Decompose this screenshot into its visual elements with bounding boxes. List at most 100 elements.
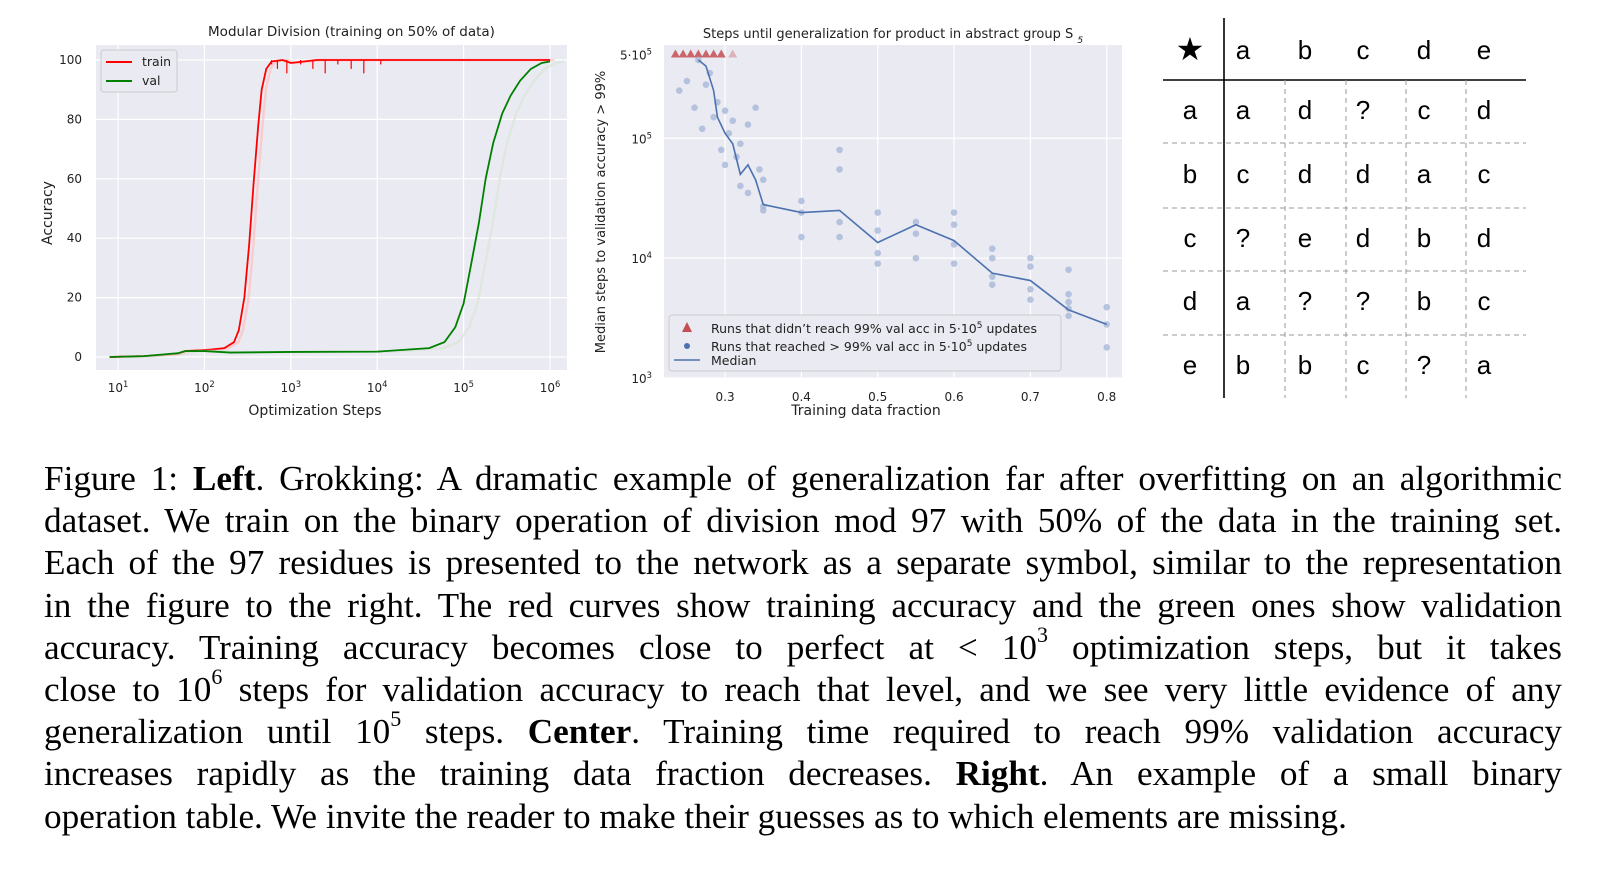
center-x-tick-label: 0.4	[792, 390, 811, 404]
center-triangle-marker	[709, 49, 719, 58]
center-dot-marker	[698, 125, 706, 133]
center-dot-marker	[1065, 266, 1072, 274]
caption-line-1: Figure 1: Left. Grokking: A dramatic exa…	[44, 458, 1562, 500]
left-chart-title: Modular Division (training on 50% of dat…	[208, 24, 495, 40]
left-plot-area	[96, 45, 567, 370]
center-dot-marker	[912, 230, 920, 237]
center-y-tick-label: 105	[631, 130, 652, 146]
table-cell: b	[1417, 223, 1431, 253]
center-triangle-marker	[728, 49, 738, 58]
center-x-tick-label: 0.8	[1097, 390, 1116, 404]
left-legend-label-train: train	[142, 54, 171, 69]
table-row-header: a	[1183, 95, 1198, 125]
table-column-header: b	[1298, 35, 1312, 65]
figure-caption: Figure 1: Left. Grokking: A dramatic exa…	[44, 458, 1562, 838]
table-cell: d	[1477, 95, 1491, 125]
center-dot-marker	[988, 245, 996, 252]
center-dot-marker	[702, 81, 710, 88]
caption-center-text: . Training time required to reach 99% va…	[631, 712, 1563, 752]
table-cell: a	[1236, 286, 1251, 316]
left-x-axis-label: Optimization Steps	[248, 403, 381, 419]
center-dot-marker	[912, 254, 920, 262]
caption-line-5-sup: 3	[1036, 622, 1048, 648]
center-dot-marker	[836, 218, 843, 226]
caption-line-6-b: steps for validation accuracy to reach t…	[222, 670, 1562, 710]
center-dot-marker	[729, 117, 736, 125]
caption-line-8-a: increases rapidly as the training data f…	[44, 754, 956, 794]
center-y-tick-label: 5·105	[620, 46, 652, 62]
center-dot-marker	[1103, 303, 1111, 311]
table-cell: ?	[1417, 350, 1431, 380]
caption-center-bold: Center	[527, 712, 632, 752]
center-dot-marker	[950, 209, 958, 216]
caption-left-text: . Grokking: A dramatic example of genera…	[255, 459, 1562, 498]
table-cell: c	[1418, 95, 1431, 125]
center-dot-marker	[1027, 296, 1034, 304]
center-y-axis-label: Median steps to validation accuracy > 99…	[594, 71, 609, 353]
center-legend-triangle	[682, 322, 692, 332]
caption-line-7-b: steps.	[401, 712, 528, 752]
table-cell: e	[1298, 223, 1312, 253]
center-dot-marker	[988, 254, 996, 262]
caption-line-7-a: generalization until 10	[44, 712, 391, 752]
center-x-tick-label: 0.6	[945, 390, 964, 404]
center-dot-marker	[950, 221, 958, 229]
center-triangle-marker	[678, 49, 688, 58]
center-median-line	[697, 59, 1108, 326]
center-legend: Runs that didn’t reach 99% val acc in 5·…	[668, 314, 1062, 372]
table-row-header: c	[1184, 223, 1197, 253]
left-y-axis-label: Accuracy	[40, 181, 56, 245]
center-dot-marker	[721, 161, 729, 169]
center-dot-marker	[759, 176, 767, 184]
table-cell: d	[1298, 159, 1312, 189]
left-y-tick-label: 20	[67, 291, 82, 305]
caption-left-bold: Left	[192, 459, 256, 498]
table-column-header: a	[1236, 35, 1251, 65]
caption-line-3: Each of the 97 residues is presented to …	[44, 543, 1562, 583]
caption-line-2: dataset. We train on the binary operatio…	[44, 501, 1562, 541]
center-dot-marker	[675, 87, 683, 94]
table-column-header: d	[1417, 35, 1431, 65]
center-dot-marker	[737, 140, 744, 148]
caption-right-bold: Right	[955, 754, 1040, 794]
figure-panels: 101 102 103 104 105 106 0 20 40 60 80 100 Modular Di…	[40, 18, 1526, 419]
center-x-tick-label: 0.7	[1021, 390, 1040, 404]
table-cell: c	[1478, 159, 1491, 189]
caption-line-5-b: optimization steps, but it takes	[1047, 627, 1562, 667]
center-dot-marker	[1065, 298, 1072, 306]
center-dot-marker	[691, 104, 698, 111]
caption-line-6-sup: 6	[211, 664, 223, 690]
center-y-tick-label: 103	[631, 370, 652, 386]
center-chart-title: Steps until generalization for product i…	[703, 27, 1083, 46]
left-x-tick-label: 105	[453, 379, 474, 395]
table-cell: d	[1477, 223, 1491, 253]
caption-right-text: . An example of a small binary	[1039, 754, 1562, 794]
left-series-line-val	[109, 60, 551, 358]
center-dot-marker	[874, 249, 882, 257]
center-triangle-marker	[670, 49, 680, 58]
center-x-tick-label: 0.3	[716, 390, 735, 404]
center-dot-marker	[798, 197, 805, 205]
caption-line-6: close to 106 steps for validation accura…	[44, 666, 1562, 711]
center-dot-marker	[756, 166, 763, 173]
center-legend-box	[668, 314, 1062, 372]
left-legend: train val	[100, 49, 178, 93]
table-cell: ?	[1356, 286, 1370, 316]
center-x-axis-label: Training data fraction	[790, 403, 940, 419]
table-cell: a	[1236, 95, 1251, 125]
table-cell: d	[1298, 95, 1312, 125]
binary-operation-table: ★ a b c d ea a d? c db c d d a cc? e d b dd a?? b ce b b c? a	[1163, 18, 1526, 398]
center-dot-marker	[874, 209, 882, 216]
table-cell: d	[1356, 223, 1370, 253]
center-dot-marker	[1027, 285, 1034, 293]
caption-line-7-sup: 5	[390, 706, 402, 732]
table-operator-star-icon: ★	[1176, 31, 1205, 67]
table-cell: a	[1477, 350, 1492, 380]
center-dot-marker	[836, 233, 843, 241]
left-y-tick-label: 80	[67, 112, 82, 126]
left-x-tick-label: 104	[367, 379, 388, 395]
center-dot-marker	[721, 107, 729, 114]
caption-line-4: in the figure to the right. The red curv…	[44, 585, 1562, 625]
table-cell: c	[1237, 159, 1250, 189]
center-dot-marker	[836, 166, 843, 173]
